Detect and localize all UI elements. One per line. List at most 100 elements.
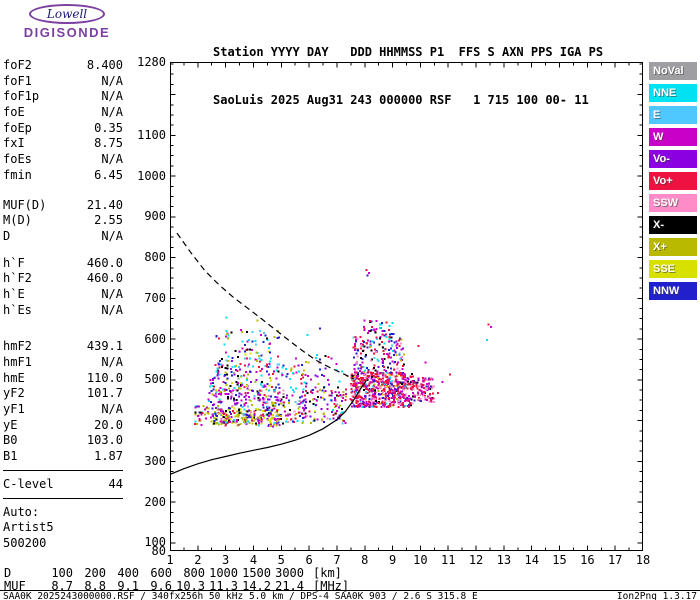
station-header: Station YYYY DAY DDD HHMMSS P1 FFS S AXN… [213,12,603,140]
param-row: 500200 [3,536,123,552]
dtable-value: 600 [150,566,172,580]
param-label: yF2 [3,386,25,401]
dtable-unit: [km] [313,566,342,580]
param-row: foEp 0.35 [3,121,123,137]
y-tick-label: 400 [144,413,166,428]
param-value: N/A [101,73,123,88]
param-value: N/A [101,302,123,317]
dtable-row: MUF 8.7 8.8 9.1 9.6 10.3 11.3 14.2 21.4 [MHz] [4,580,349,592]
param-row: yF1 N/A [3,402,123,418]
y-tick-label: 900 [144,209,166,224]
dtable-value: 1000 [209,566,238,580]
panel-separator [3,469,123,471]
header-column-titles: Station YYYY DAY DDD HHMMSS P1 FFS S AXN… [213,45,604,59]
param-row: hmF1 N/A [3,355,123,371]
param-value: N/A [101,402,123,417]
panel-gap [3,245,123,256]
y-tick-label: 600 [144,331,166,346]
param-label: foEp [3,120,32,135]
param-label: B1 [3,449,18,464]
param-row: B0 103.0 [3,433,123,449]
legend-item-noval: NoVal [649,62,697,80]
param-row: M(D) 2.55 [3,213,123,229]
param-row: C-level 44 [3,477,123,493]
param-value: 20.0 [94,417,123,432]
logo-lowell-text: Lowell [46,7,88,21]
x-tick-label: 10 [413,553,428,567]
param-row: D N/A [3,229,123,245]
param-value: 460.0 [86,271,123,286]
param-label: h`F2 [3,271,32,286]
legend-item-nnw: NNW [649,282,697,300]
status-bar: SAA0K_2025243000000.RSF / 340fx256h 50 k… [0,590,700,600]
legend-item-x: X+ [649,238,697,256]
param-row: foF1 N/A [3,74,123,90]
dtable-value: 8.7 [51,579,73,593]
param-value: 1.87 [94,449,123,464]
param-row: foF1p N/A [3,89,123,105]
x-tick-label: 17 [607,553,623,567]
legend-item-x: X- [649,216,697,234]
x-tick-label: 16 [580,553,595,567]
dtable-row-label: D [4,566,12,580]
param-label: hmF2 [3,339,32,354]
param-value: N/A [101,89,123,104]
panel-gap [3,318,123,339]
param-label: 500200 [3,535,47,550]
y-tick-label: 1000 [137,168,166,183]
param-row: MUF(D) 21.40 [3,198,123,214]
x-tick-label: 18 [635,553,651,567]
param-label: hmF1 [3,355,32,369]
legend-item-vo: Vo+ [649,172,697,190]
param-label: D [3,228,11,243]
x-tick-label: 11 [441,553,456,567]
y-tick-label: 80 [151,543,166,558]
lowell-digisonde-logo: Lowell DIGISONDE [6,4,128,40]
param-label: yE [3,417,18,432]
param-label: foEs [3,152,32,167]
dtable-unit: [MHz] [313,579,350,593]
param-label: B0 [3,433,18,448]
param-value: N/A [101,105,123,120]
dtable-value: 800 [183,566,205,580]
legend-item-ssw: SSW [649,194,697,212]
param-value: 21.40 [86,197,123,212]
param-row: hmF2 439.1 [3,339,123,355]
dtable-row: D 100 200 400 600 800 1000 1500 3000 [km] [4,567,349,579]
param-row: hmE 110.0 [3,371,123,387]
param-row: yE 20.0 [3,418,123,434]
dtable-value: 3000 [275,566,304,580]
y-tick-label: 1100 [137,127,166,142]
dtable-value: 200 [84,566,106,580]
param-row: h`F2 460.0 [3,271,123,287]
logo-oval: Lowell [28,4,106,24]
param-label: C-level [3,476,54,491]
ionogram-canvas [170,62,643,551]
legend-item-w: W [649,128,697,146]
dtable-value: 100 [51,566,73,580]
param-label: fxI [3,136,25,151]
param-label: MUF(D) [3,197,47,212]
legend-item-sse: SSE [649,260,697,278]
direction-legend: NoVal NNE E W Vo- Vo+ SSW X- X+ SSE NNW [649,62,697,304]
dtable-value: 8.8 [84,579,106,593]
dtable-value: 21.4 [275,579,304,593]
dtable-value: 1500 [242,566,271,580]
param-value: 110.0 [86,370,123,385]
param-value: 460.0 [86,255,123,270]
x-tick-label: 15 [552,553,567,567]
dtable-row-label: MUF [4,579,26,593]
header-station-values: SaoLuis 2025 Aug31 243 000000 RSF 1 715 … [213,93,589,107]
param-row: Artist5 [3,520,123,536]
param-value: N/A [101,355,123,369]
param-value: 8.400 [86,58,123,72]
status-file-info: SAA0K_2025243000000.RSF / 340fx256h 50 k… [3,591,478,600]
param-value: 439.1 [86,339,123,354]
param-label: fmin [3,167,32,182]
hf-trace-curve [170,380,367,475]
param-label: h`Es [3,302,32,317]
param-label: h`E [3,286,25,301]
y-tick-label: 800 [144,250,166,265]
param-row: Auto: [3,505,123,521]
y-tick-label: 700 [144,290,166,305]
